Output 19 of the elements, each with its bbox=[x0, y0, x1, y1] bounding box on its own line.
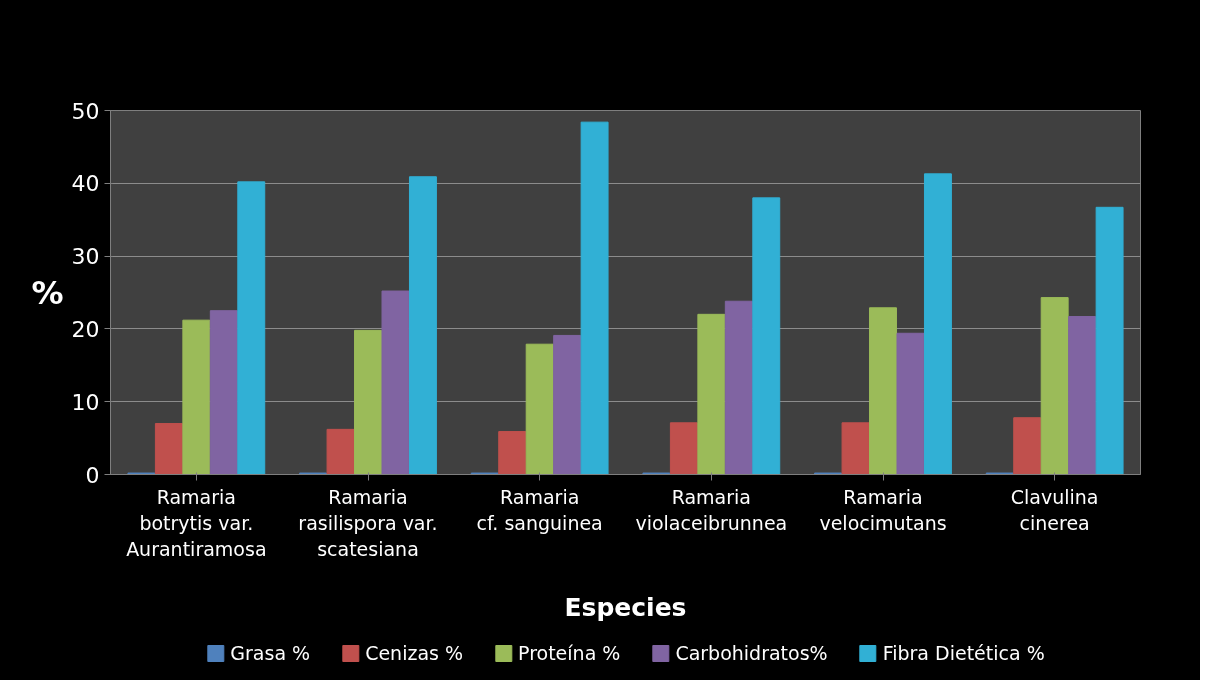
y-tick-label: 50 bbox=[71, 98, 100, 124]
x-axis-title: Especies bbox=[564, 593, 687, 623]
y-tick-label: 20 bbox=[71, 316, 100, 342]
x-tick-label: Ramaria rasilispora var. scatesiana bbox=[298, 485, 438, 561]
y-tick-label: 40 bbox=[71, 171, 100, 197]
y-axis-title: % bbox=[31, 273, 64, 312]
legend-label: Cenizas % bbox=[365, 641, 464, 664]
x-tick-label: Ramaria cf. sanguinea bbox=[476, 485, 603, 534]
x-tick-label: Ramaria velocimutans bbox=[819, 485, 947, 534]
legend-label: Grasa % bbox=[230, 641, 311, 664]
x-tick-label: Ramaria violaceibrunnea bbox=[635, 485, 788, 534]
y-tick-label: 0 bbox=[85, 462, 100, 488]
x-tick-label: Clavulina cinerea bbox=[1010, 485, 1099, 534]
y-tick-label: 10 bbox=[71, 389, 100, 415]
legend-label: Carbohidratos% bbox=[675, 641, 828, 664]
y-tick-label: 30 bbox=[71, 244, 100, 270]
x-tick-label: Ramaria botrytis var. Aurantiramosa bbox=[126, 485, 267, 561]
legend-label: Fibra Dietética % bbox=[882, 641, 1045, 664]
legend-label: Proteína % bbox=[518, 641, 621, 664]
